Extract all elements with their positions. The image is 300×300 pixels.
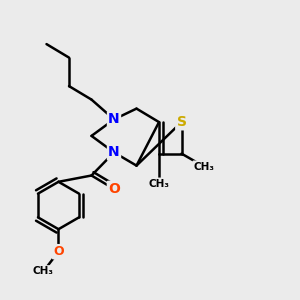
Text: CH₃: CH₃ — [194, 161, 214, 172]
Text: N: N — [108, 112, 120, 126]
Text: CH₃: CH₃ — [148, 178, 170, 189]
Text: O: O — [53, 245, 64, 258]
Text: CH₃: CH₃ — [33, 266, 54, 276]
Text: S: S — [176, 115, 187, 129]
Text: O: O — [108, 182, 120, 196]
Text: N: N — [108, 146, 120, 159]
